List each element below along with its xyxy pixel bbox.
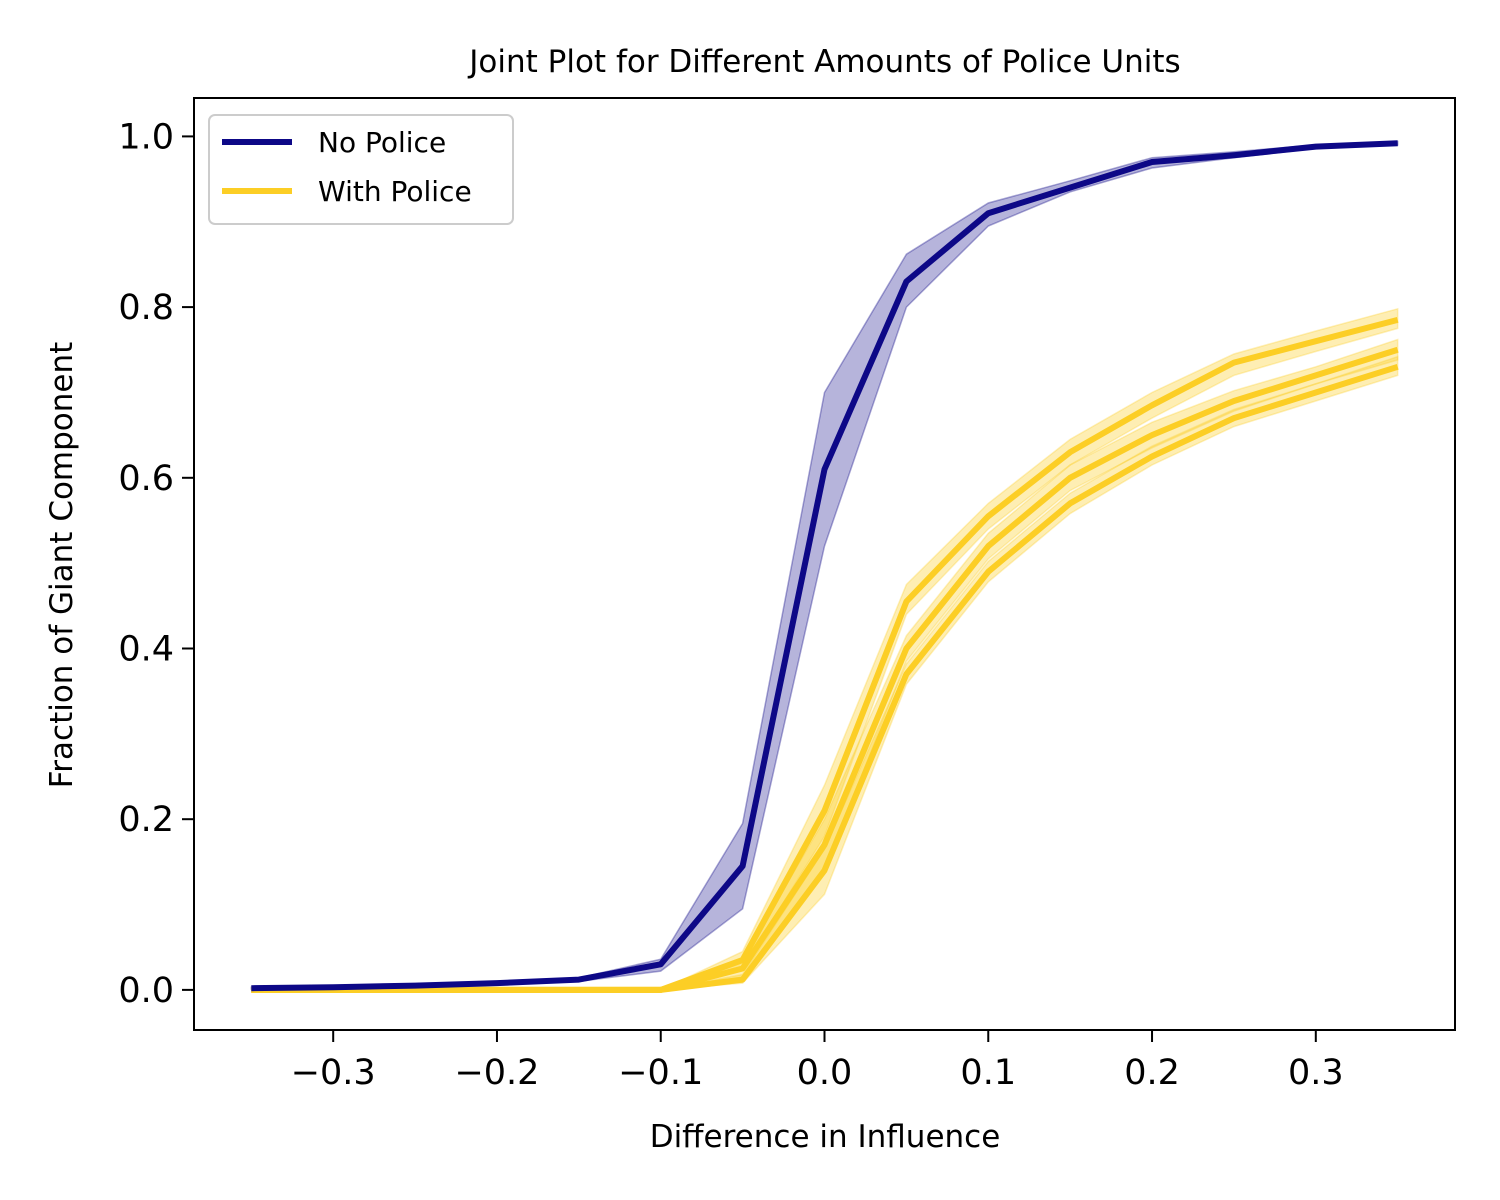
x-tick-label: −0.1 xyxy=(618,1053,703,1093)
x-tick-label: 0.3 xyxy=(1288,1053,1344,1093)
x-axis-label: Difference in Influence xyxy=(650,1119,1001,1155)
y-tick-label: 0.6 xyxy=(118,459,174,499)
series-line-0 xyxy=(251,140,1398,992)
x-tick-label: −0.3 xyxy=(291,1053,376,1093)
x-axis: −0.3 −0.2 −0.1 0.0 0.1 0.2 0.3 xyxy=(291,1030,1344,1093)
y-tick-label: 0.0 xyxy=(118,971,174,1011)
y-tick-label: 0.2 xyxy=(118,800,174,840)
y-axis-label: Fraction of Giant Component xyxy=(44,342,80,789)
legend: No Police With Police xyxy=(208,114,514,225)
x-tick-label: 0.2 xyxy=(1124,1053,1180,1093)
x-tick-label: −0.2 xyxy=(454,1053,539,1093)
y-tick-label: 0.8 xyxy=(118,288,174,328)
y-tick-label: 1.0 xyxy=(118,117,174,157)
x-tick-label: 0.1 xyxy=(960,1053,1016,1093)
y-axis: 0.0 0.2 0.4 0.6 0.8 1.0 xyxy=(118,117,194,1011)
y-tick-label: 0.4 xyxy=(118,629,174,669)
chart-title: Joint Plot for Different Amounts of Poli… xyxy=(467,44,1180,80)
x-tick-label: 0.0 xyxy=(797,1053,853,1093)
legend-label-no-police: No Police xyxy=(318,126,446,159)
series-line-3 xyxy=(251,363,1399,993)
series-lines xyxy=(251,140,1399,993)
legend-label-with-police: With Police xyxy=(318,175,472,208)
